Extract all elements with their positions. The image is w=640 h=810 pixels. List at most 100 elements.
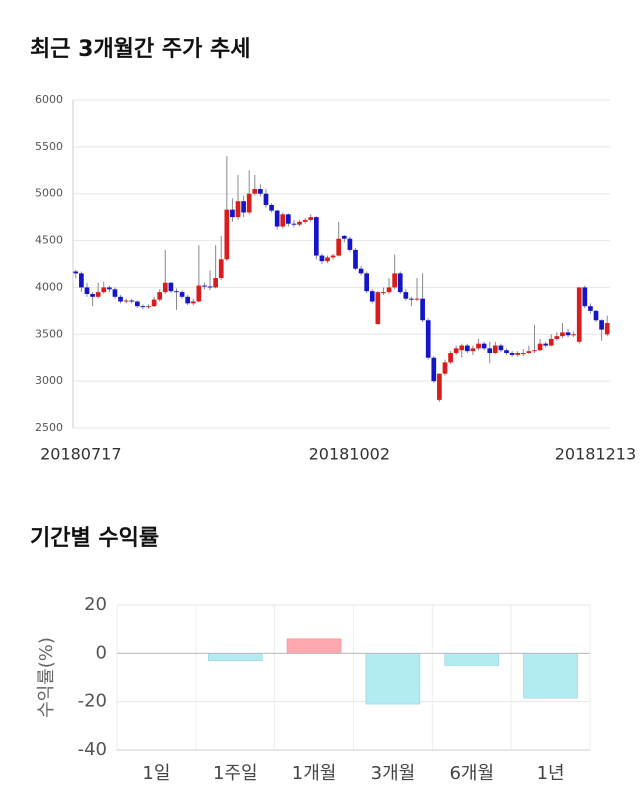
candle-body [95,292,101,297]
candle-body [504,350,509,354]
candle-body [375,292,381,324]
candle-body [392,273,397,288]
candle-body [207,286,213,288]
x-tick-label: 1주일 [213,763,258,784]
candle-body [73,271,79,274]
candle-body [112,289,118,297]
x-tick-label: 3개월 [371,763,416,784]
y-tick-label: 0 [96,642,107,663]
x-tick-label: 6개월 [449,763,494,784]
candle-body [297,221,302,225]
candle-body [196,285,202,302]
candle-body [409,298,414,300]
candle-body [604,323,610,335]
y-tick-label: 4500 [35,234,63,247]
candle-body [576,287,582,342]
candle-body [269,204,274,211]
x-tick-label: 1개월 [292,763,337,784]
candle-body [330,255,336,258]
candle-body [560,332,565,337]
candle-body [588,306,593,311]
candle-body [263,193,269,205]
candle-body [532,350,537,352]
candle-body [185,296,191,304]
x-tick-label: 20180717 [40,445,121,464]
candle-body [548,338,554,346]
candle-body [140,306,146,308]
candle-body [79,273,84,288]
candle-body [151,299,157,307]
candle-body [353,249,358,269]
candle-body [520,353,526,355]
candle-body [313,217,319,256]
candle-body [431,357,437,382]
candle-body [543,343,549,346]
candle-body [341,235,347,239]
y-tick-label: 2500 [35,421,63,434]
y-tick-label: 3000 [35,374,63,387]
candle-body [168,282,174,292]
candle-body [526,351,532,354]
candle-body [358,268,364,274]
bar [523,653,578,699]
candle-body [403,292,409,299]
candle-body [498,345,504,351]
candle-body [476,343,481,349]
candle-body [582,287,588,307]
chart-title: 기간별 수익률 [30,526,159,551]
candle-body [537,343,543,351]
candle-body [190,301,196,304]
candle-body [515,353,521,355]
candle-body [224,209,230,260]
candle-body [425,320,431,358]
candle-body [90,293,95,297]
candle-body [252,189,258,194]
candle-body [302,219,308,222]
candle-body [146,306,151,308]
candle-body [369,291,375,302]
candle-body [470,348,476,352]
candle-body [565,332,571,336]
y-axis-label: 수익률(%) [36,637,57,718]
y-tick-label: 3500 [35,327,63,340]
candle-body [241,201,246,213]
candle-body [179,292,185,297]
y-tick-label: 20 [84,594,107,615]
candle-body [487,348,493,354]
x-tick-label: 20181213 [555,445,636,464]
candle-body [123,300,129,302]
candle-body [593,310,599,321]
candle-body [448,353,453,363]
candle-body [174,291,179,293]
candle-body [599,320,604,330]
candle-body [134,301,140,307]
candle-body [84,287,90,294]
candle-body [459,345,465,351]
y-tick-label: 4000 [35,280,63,293]
candle-body [509,353,515,355]
x-tick-label: 1일 [142,763,170,784]
candle-body [101,287,107,293]
bar [365,653,421,705]
y-tick-label: -40 [78,739,107,760]
candle-body [571,334,576,336]
candle-body [442,362,448,374]
candle-body [157,292,163,300]
y-tick-label: 5500 [35,140,63,153]
candle-body [325,257,330,262]
candle-body [554,336,560,339]
candle-body [453,348,459,354]
x-tick-label: 1년 [537,763,565,784]
candle-body [118,296,123,302]
candle-body [347,238,353,250]
candle-body [414,298,420,300]
y-tick-label: 5000 [35,187,63,200]
bar [207,653,263,661]
candle-body [437,373,442,400]
candle-body [319,255,325,262]
candle-body [274,210,280,227]
candle-body [235,201,241,218]
candle-body [481,343,487,349]
y-tick-label: -20 [78,691,107,712]
